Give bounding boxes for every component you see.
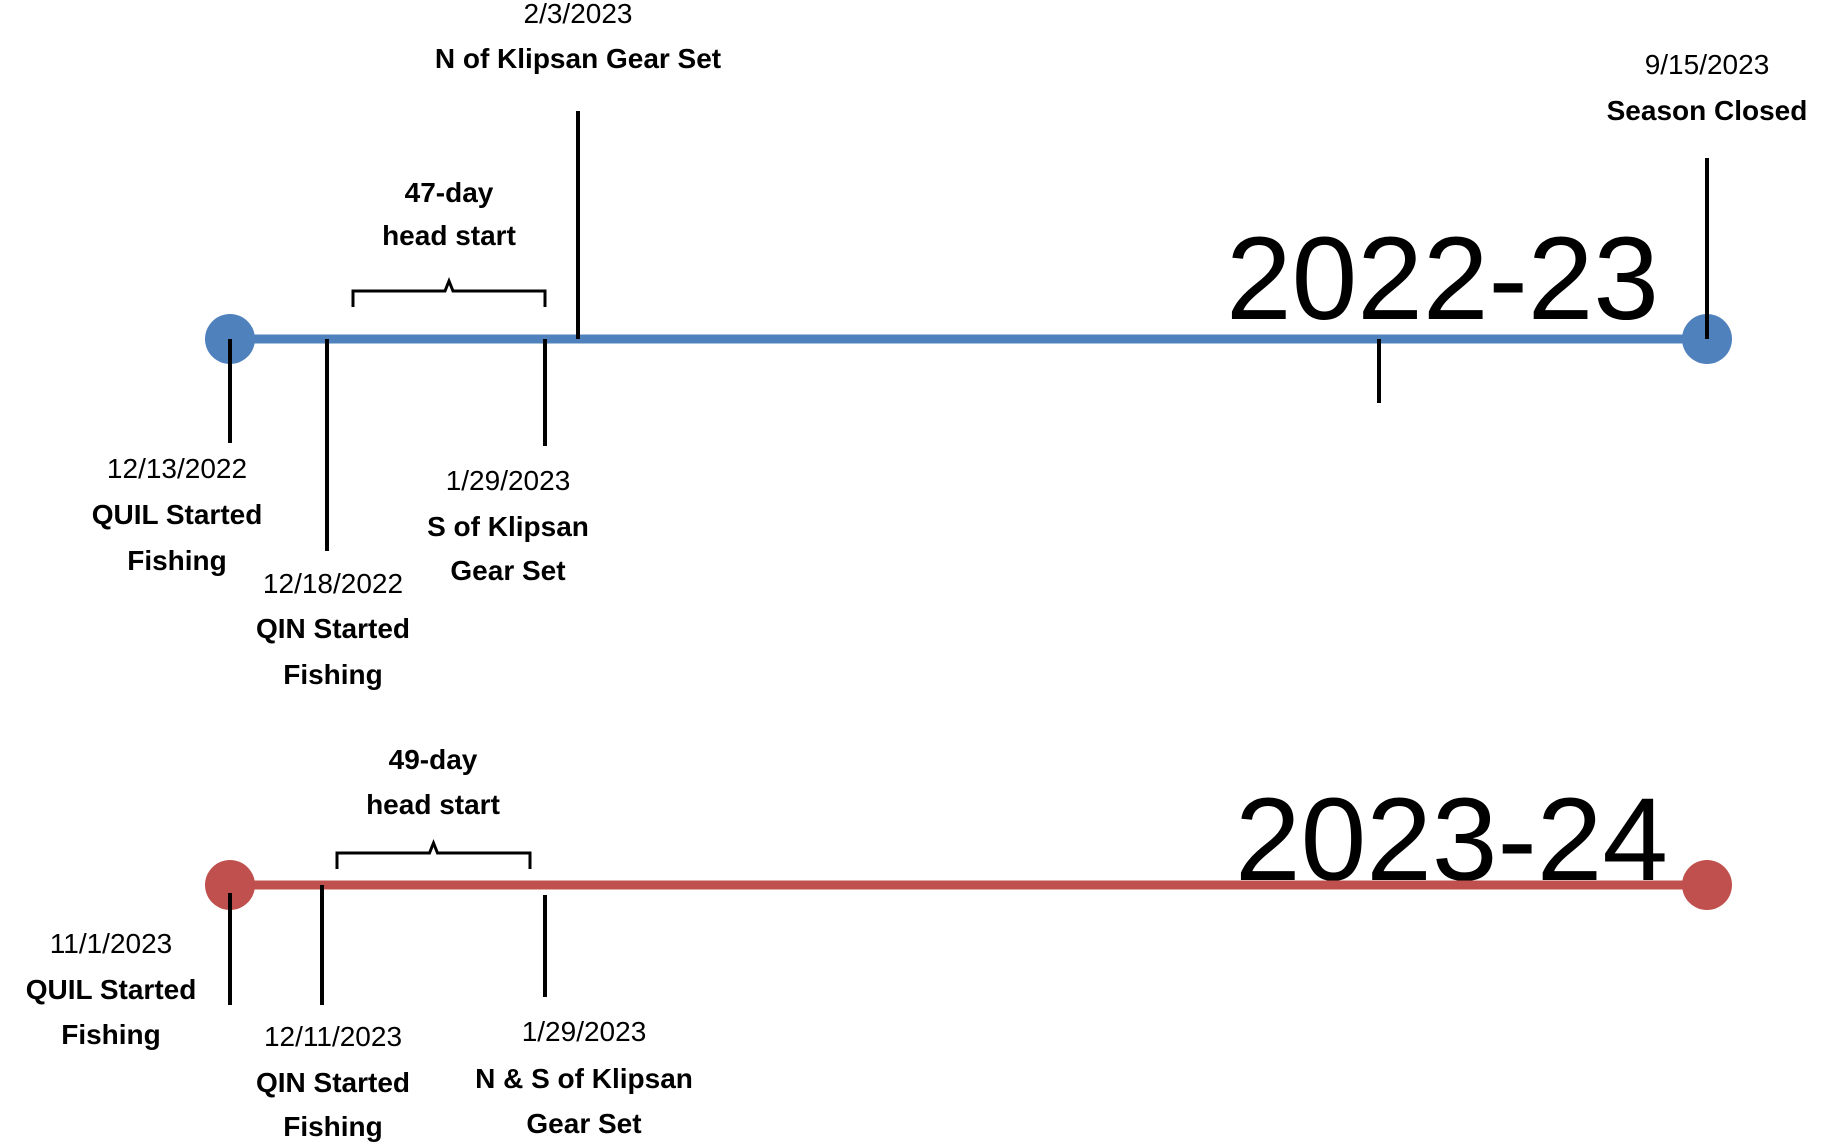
event-label: Gear Set [450, 555, 565, 586]
event-date: 2/3/2023 [524, 0, 633, 29]
event-date: 1/29/2023 [522, 1016, 647, 1047]
brace [335, 838, 532, 869]
event-date: 1/29/2023 [446, 465, 571, 496]
event-label: QUIL Started [92, 499, 263, 530]
event-label: Fishing [127, 545, 227, 576]
event-label: N & S of Klipsan [475, 1063, 693, 1094]
timeline-endpoint [205, 860, 255, 910]
event-label: QIN Started [256, 613, 410, 644]
head-start-label: head start [382, 220, 516, 251]
event-label: Gear Set [526, 1108, 641, 1139]
event-label: S of Klipsan [427, 511, 589, 542]
head-start-label: 49-day [389, 744, 478, 775]
event-label: QIN Started [256, 1067, 410, 1098]
head-start-label: head start [366, 789, 500, 820]
timeline-endpoint [1682, 860, 1732, 910]
event-date: 9/15/2023 [1645, 49, 1770, 80]
event-label: QUIL Started [26, 974, 197, 1005]
event-label: Season Closed [1607, 95, 1808, 126]
event-label: Fishing [283, 1111, 383, 1142]
season-year: 2022-23 [1226, 213, 1659, 345]
event-label: Fishing [61, 1019, 161, 1050]
event-date: 12/11/2023 [264, 1021, 402, 1052]
event-date: 11/1/2023 [50, 928, 173, 959]
event-label: N of Klipsan Gear Set [435, 43, 721, 74]
event-date: 12/18/2022 [263, 568, 403, 599]
event-date: 12/13/2022 [107, 453, 247, 484]
head-start-label: 47-day [405, 177, 494, 208]
brace [351, 276, 547, 307]
event-label: Fishing [283, 659, 383, 690]
